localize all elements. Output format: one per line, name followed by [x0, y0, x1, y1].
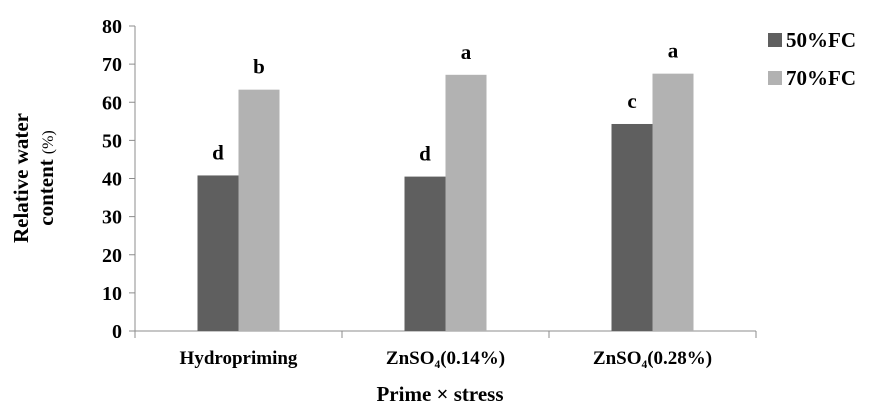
- y-axis-title: Relative water: [9, 113, 33, 243]
- y-tick-label: 70: [102, 54, 122, 76]
- category-label: ZnSO₄(0.14%): [386, 348, 505, 369]
- category-labels: Hydropriming ZnSO₄(0.14%) ZnSO₄(0.28%): [180, 348, 713, 369]
- category-label: Hydropriming: [180, 348, 298, 369]
- significance-label: d: [212, 140, 224, 164]
- bar-70-fc-2: [445, 74, 487, 332]
- y-axis-title-text: content: [34, 159, 58, 226]
- y-tick-label: 20: [102, 245, 122, 267]
- bar-70-fc-1: [238, 89, 280, 331]
- y-axis-title-unit: (%): [40, 130, 57, 154]
- legend-swatch: [768, 33, 782, 47]
- category-label: ZnSO₄(0.28%): [593, 348, 712, 369]
- y-tick-label: 50: [102, 130, 122, 152]
- significance-label: c: [627, 89, 636, 113]
- bars: [197, 73, 694, 332]
- significance-label: a: [668, 39, 679, 63]
- y-tick-label: 60: [102, 92, 122, 114]
- x-ticks: [134, 331, 757, 338]
- bar-70-fc-3: [652, 73, 694, 331]
- bar-50-fc-2: [404, 176, 446, 331]
- x-axis-title: Prime × stress: [376, 382, 503, 406]
- legend-label: 70%FC: [786, 66, 856, 90]
- y-tick-label: 10: [102, 283, 122, 305]
- legend-label: 50%FC: [786, 28, 856, 52]
- bar-50-fc-3: [611, 123, 653, 331]
- significance-label: b: [253, 55, 265, 79]
- y-tick-label: 0: [112, 321, 122, 343]
- significance-label: d: [419, 142, 431, 166]
- y-ticks: 0 10 20 30 40 50 60 70 80: [102, 16, 135, 343]
- legend: 50%FC 70%FC: [768, 28, 856, 90]
- significance-labels: d b d a c a: [212, 39, 679, 166]
- y-axis-title-second-line: content (%): [34, 130, 58, 225]
- legend-swatch: [768, 71, 782, 85]
- bar-50-fc-1: [197, 175, 239, 331]
- y-tick-label: 30: [102, 207, 122, 229]
- y-tick-label: 40: [102, 169, 122, 191]
- y-tick-label: 80: [102, 16, 122, 38]
- significance-label: a: [461, 40, 472, 64]
